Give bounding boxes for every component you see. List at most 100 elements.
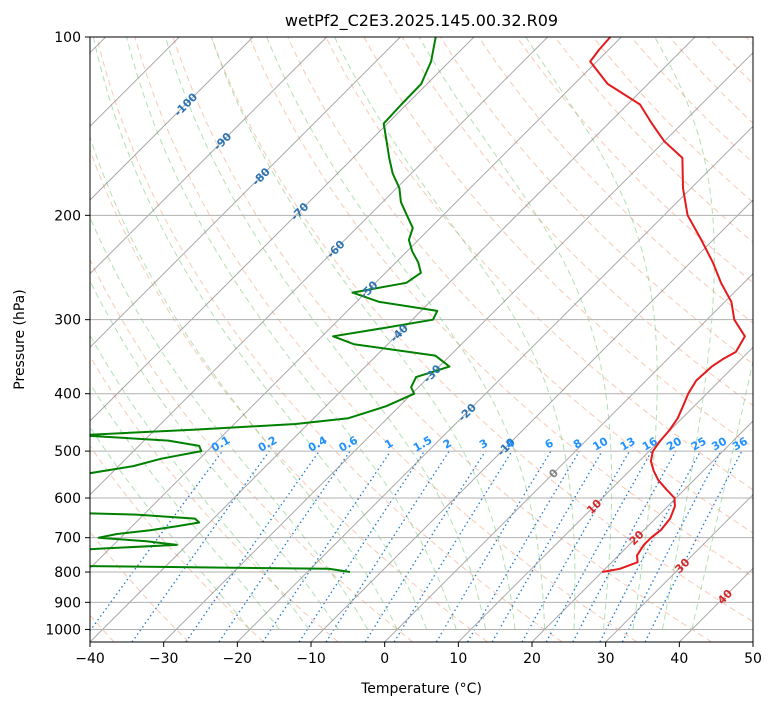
moist-adiabat-line: [90, 279, 339, 630]
moist-adiabat-line: [90, 334, 310, 630]
moist-adiabat-line: [90, 135, 398, 630]
dry-adiabat-line: [325, 37, 753, 491]
moist-adiabat-line: [126, 37, 457, 630]
isotherm-label: -100: [172, 90, 201, 119]
y-tick-label: 800: [54, 565, 81, 581]
dry-adiabat-line: [210, 37, 753, 623]
dry-adiabat-line: [249, 37, 753, 578]
moist-adiabat-line: [90, 382, 280, 630]
dry-adiabat-line: [478, 37, 753, 324]
isotherm-line: [90, 37, 401, 349]
dry-adiabat-line: [172, 37, 712, 642]
y-tick-label: 900: [54, 595, 81, 611]
y-tick-label: 300: [54, 313, 81, 329]
x-tick-label: 30: [597, 651, 615, 667]
x-tick-label: 10: [449, 651, 467, 667]
isotherm-line: [90, 37, 475, 422]
isotherm-line: [90, 37, 549, 496]
dry-adiabat-line: [90, 531, 190, 642]
dry-adiabat-line: [96, 37, 563, 642]
mixing-ratio-line: [218, 450, 351, 642]
isotherm-line: [236, 125, 753, 642]
isotherm-line: [90, 37, 696, 642]
isotherm-label: 40: [715, 587, 735, 607]
y-tick-label: 100: [54, 30, 81, 46]
isotherm-line: [605, 493, 753, 642]
x-tick-label: 40: [670, 651, 688, 667]
dry-adiabat-line: [90, 445, 264, 642]
isotherm-line: [678, 567, 753, 642]
moist-adiabat-line: [525, 37, 658, 630]
y-tick-label: 200: [54, 208, 81, 224]
dry-adiabat-line: [745, 37, 753, 46]
isotherm-line: [90, 37, 622, 570]
dry-adiabat-line: [516, 37, 753, 284]
dry-adiabat-line: [707, 37, 753, 85]
dry-adiabat-line: [287, 37, 753, 534]
isotherm-line: [163, 51, 753, 642]
y-axis-label: Pressure (hPa): [12, 289, 28, 389]
x-tick-label: −40: [75, 651, 105, 667]
isotherm-line: [90, 37, 328, 275]
moist-adiabat-line: [334, 37, 576, 630]
x-tick-label: −10: [296, 651, 326, 667]
y-tick-label: 500: [54, 444, 81, 460]
dry-adiabat-line: [134, 37, 638, 642]
mixing-ratio-line: [599, 450, 702, 642]
isotherm-label: -40: [388, 322, 411, 345]
mixing-ratio-line: [393, 450, 513, 642]
mixing-ratio-line: [572, 450, 677, 642]
x-tick-label: −20: [223, 651, 253, 667]
mixing-ratio-label: 2: [441, 437, 454, 452]
moist-adiabat-line: [164, 37, 487, 630]
mixing-ratio-line: [325, 450, 450, 642]
moist-adiabat-line: [90, 426, 251, 630]
y-tick-label: 1000: [45, 622, 81, 638]
moist-adiabat-line: [654, 37, 715, 630]
dry-adiabat-line: [90, 355, 339, 642]
y-tick-label: 600: [54, 491, 81, 507]
dry-adiabat-line: [592, 37, 753, 203]
dry-adiabat-line: [90, 148, 488, 642]
dewpoint-profile: [90, 37, 451, 573]
mixing-ratio-label: 3: [477, 437, 490, 452]
moist-adiabat-line: [691, 358, 753, 630]
mixing-ratio-line: [644, 450, 743, 642]
x-tick-label: 20: [523, 651, 541, 667]
mixing-ratio-line: [435, 450, 552, 642]
moist-adiabat-line: [210, 37, 516, 630]
isotherm-line: [752, 641, 753, 642]
moist-adiabat-line: [266, 37, 546, 630]
chart-title: wetPf2_C2E3.2025.145.00.32.R09: [285, 11, 558, 31]
x-tick-label: 0: [380, 651, 389, 667]
moist-adiabat-line: [90, 215, 369, 630]
mixing-ratio-line: [262, 450, 392, 642]
isotherm-line: [310, 199, 753, 642]
isotherm-label: -80: [250, 165, 273, 188]
isotherm-line: [531, 420, 753, 642]
mixing-ratio-line: [185, 450, 320, 642]
x-axis-label: Temperature (°C): [360, 681, 482, 697]
y-axis: 1000 900 800 700 600 500 400 300 200 100: [45, 30, 90, 638]
mixing-ratio-line: [466, 450, 580, 642]
mixing-ratio-line: [364, 450, 486, 642]
isotherm-line: [457, 346, 753, 642]
plot-frame: [89, 36, 754, 643]
y-tick-label: 700: [54, 531, 81, 547]
x-tick-label: 50: [744, 651, 762, 667]
dry-adiabat-line: [439, 37, 753, 365]
isotherm-line: [384, 272, 753, 642]
plot-area: -100-90-80-70-60-50-40-30-20-10010203040…: [90, 37, 753, 642]
dry-adiabat-line: [90, 258, 414, 642]
isotherm-line: [90, 37, 254, 201]
moist-adiabat-line: [418, 37, 613, 630]
moist-adiabat-line: [92, 37, 428, 630]
x-tick-label: −30: [149, 651, 179, 667]
temperature-profile: [589, 37, 746, 573]
mixing-ratio-label: 6: [543, 436, 556, 451]
x-axis: −40 −30 −20 −10 0 10 20 30 40 50: [75, 642, 762, 667]
dry-adiabat-line: [669, 37, 753, 124]
y-tick-label: 400: [54, 387, 81, 403]
mixing-ratio-line: [298, 450, 425, 642]
